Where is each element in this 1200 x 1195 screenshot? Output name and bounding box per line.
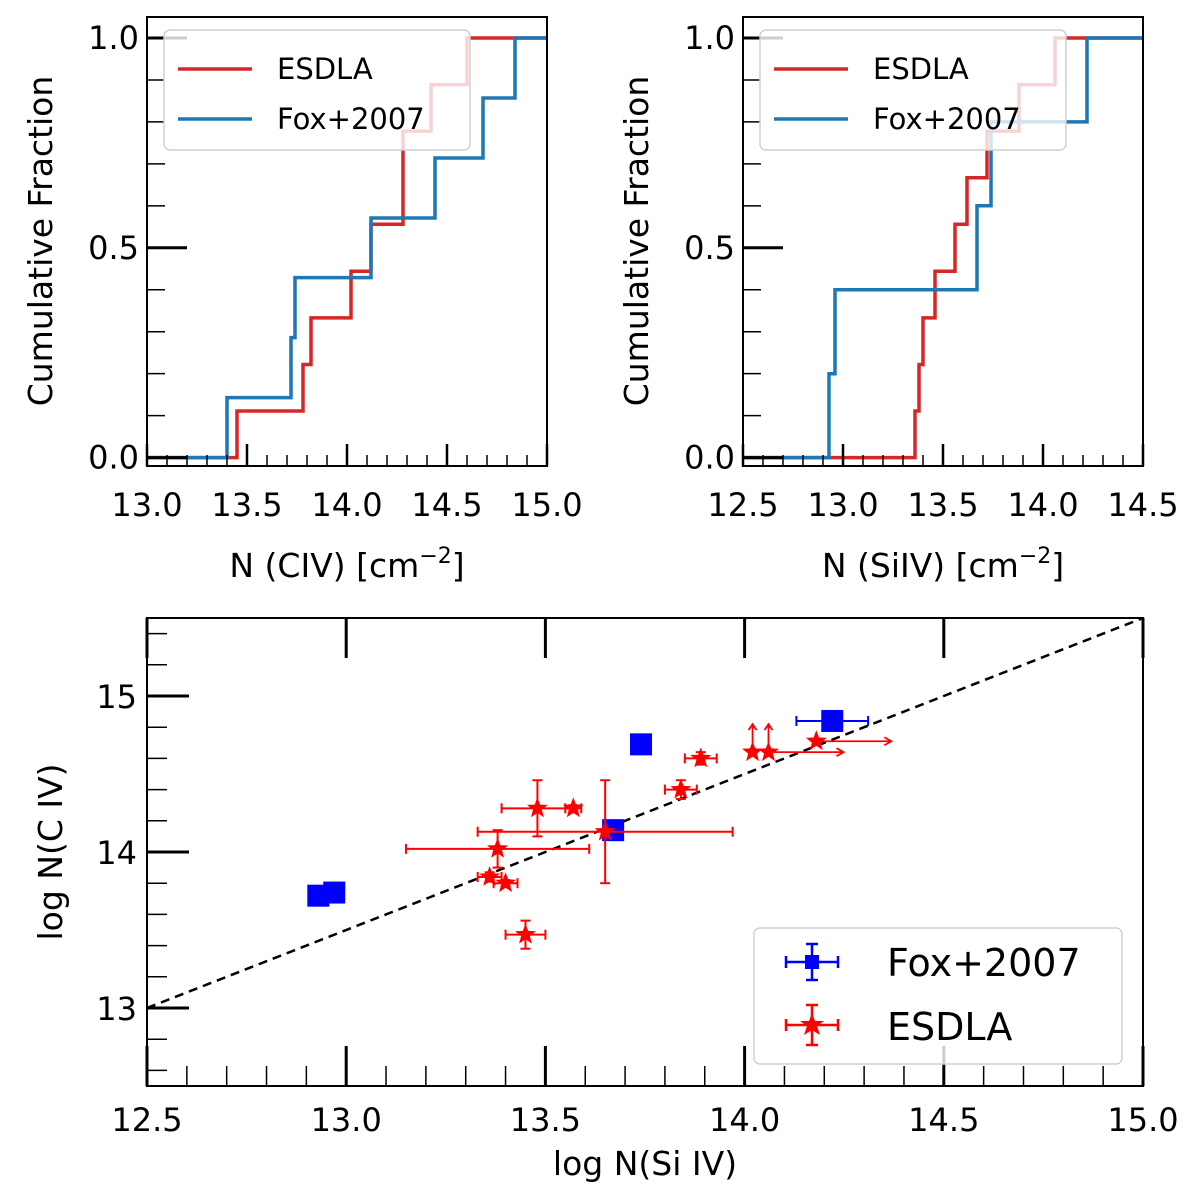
scatter-ytick-label: 15: [96, 678, 137, 716]
cdf-siiv-panel: 12.5 13.0 13.5 14.0 14.5 0.0 0.5 1.0 ESDLA Fox+…: [617, 16, 1179, 585]
scatter-legend: Fox+2007 ESDLA: [753, 927, 1123, 1065]
esdla-marker: [495, 872, 516, 893]
siiv-legend: ESDLA Fox+2007: [759, 29, 1067, 151]
scatter-legend-label-fox: Fox+2007: [887, 941, 1081, 985]
siiv-y-axis-label: Cumulative Fraction: [617, 76, 656, 407]
esdla-marker: [670, 778, 692, 799]
civ-xtick-label: 15.0: [511, 486, 582, 524]
siiv-xtick-label: 13.5: [907, 486, 978, 524]
esdla-limit-arrowhead-y: [763, 722, 774, 731]
siiv-ytick-label: 0.5: [684, 229, 735, 267]
scatter-ticks-layer: 12.5 13.0 13.5 14.0 14.5 15.0 13 14 15: [96, 618, 1179, 1139]
siiv-ytick-label: 1.0: [684, 19, 735, 57]
scatter-xtick-label: 14.5: [908, 1101, 979, 1139]
esdla-marker: [742, 741, 763, 762]
esdla-point-5: [562, 797, 584, 818]
fox-point-3: [630, 733, 653, 756]
scatter-legend-label-esdla: ESDLA: [887, 1005, 1012, 1049]
scatter-ytick-label: 14: [96, 834, 137, 872]
scatter-y-axis-label: log N(C IV): [31, 763, 70, 940]
esdla-point-4: [500, 779, 575, 838]
cdf-civ-panel: 13.0 13.5 14.0 14.5 15.0 0.0 0.5 1.0 ESDLA Fox+…: [21, 16, 583, 585]
civ-y-axis-label: Cumulative Fraction: [21, 76, 60, 407]
siiv-xtick-label: 14.5: [1107, 486, 1178, 524]
civ-legend-label-fox: Fox+2007: [277, 102, 425, 136]
esdla-limit-arrowhead-y: [747, 722, 758, 731]
civ-xtick-label: 14.5: [411, 486, 482, 524]
siiv-xtick-label: 12.5: [707, 486, 778, 524]
esdla-point-2: [492, 872, 519, 893]
civ-ticks-layer: 13.0 13.5 14.0 14.5 15.0 0.0 0.5 1.0: [88, 19, 583, 524]
siiv-ticks-layer: 12.5 13.0 13.5 14.0 14.5 0.0 0.5 1.0: [684, 19, 1179, 524]
civ-xtick-label: 14.0: [311, 486, 382, 524]
civ-xtick-label: 13.0: [111, 486, 182, 524]
scatter-data-layer: [147, 618, 1143, 1010]
civ-ytick-label: 0.5: [88, 229, 139, 267]
esdla-point-6: [476, 779, 734, 885]
scatter-xtick-label: 15.0: [1107, 1101, 1178, 1139]
esdla-limit-arrowhead-x: [883, 736, 894, 747]
esdla-point-11: [805, 730, 894, 751]
esdla-point-3: [504, 919, 547, 950]
esdla-point-1: [404, 829, 591, 869]
esdla-marker: [479, 866, 501, 886]
esdla-point-8: [683, 747, 718, 768]
esdla-marker: [690, 747, 712, 768]
esdla-point-10: [758, 722, 846, 762]
fox-marker: [323, 881, 346, 904]
civ-ytick-label: 1.0: [88, 19, 139, 57]
esdla-marker: [594, 820, 616, 841]
scatter-xtick-label: 14.0: [709, 1101, 780, 1139]
esdla-marker: [487, 837, 509, 858]
esdla-marker: [515, 923, 536, 944]
fox-marker: [821, 709, 844, 732]
siiv-xtick-label: 14.0: [1007, 486, 1078, 524]
esdla-marker: [527, 797, 548, 818]
scatter-ytick-label: 13: [96, 990, 137, 1028]
esdla-marker: [562, 797, 584, 818]
civ-ytick-label: 0.0: [88, 439, 139, 477]
civ-legend-label-esdla: ESDLA: [277, 52, 373, 86]
scatter-legend-marker-esdla: [784, 1003, 840, 1047]
esdla-marker: [758, 741, 779, 762]
scatter-xtick-label: 13.0: [311, 1101, 382, 1139]
siiv-legend-label-esdla: ESDLA: [873, 52, 969, 86]
civ-legend: ESDLA Fox+2007: [163, 29, 471, 151]
civ-xtick-label: 13.5: [211, 486, 282, 524]
esdla-limit-arrowhead-x: [836, 747, 846, 757]
scatter-legend-box: [753, 927, 1123, 1065]
scatter-panel: 12.5 13.0 13.5 14.0 14.5 15.0 13 14 15 Fox+2007: [31, 617, 1179, 1183]
esdla-point-7: [663, 778, 698, 800]
scatter-legend-marker-fox: [784, 942, 840, 982]
scatter-xtick-label: 12.5: [111, 1101, 182, 1139]
fox-point-4: [795, 709, 870, 732]
esdla-marker: [805, 730, 827, 751]
scatter-xtick-label: 13.5: [510, 1101, 581, 1139]
scatter-x-axis-label: log N(Si IV): [553, 1144, 737, 1183]
siiv-ytick-label: 0.0: [684, 439, 735, 477]
siiv-legend-label-fox: Fox+2007: [873, 102, 1021, 136]
fox-marker: [630, 733, 653, 756]
siiv-series-line-1: [743, 36, 1143, 460]
fox-point-1: [323, 881, 346, 904]
siiv-xtick-label: 13.0: [807, 486, 878, 524]
esdla-point-9: [742, 722, 763, 762]
one-to-one-line: [147, 618, 1143, 1010]
civ-x-axis-label: N (CIV) [cm−2]: [229, 544, 464, 585]
siiv-x-axis-label: N (SiIV) [cm−2]: [822, 544, 1064, 585]
esdla-point-0: [476, 866, 503, 886]
civ-series-line-1: [147, 36, 547, 460]
